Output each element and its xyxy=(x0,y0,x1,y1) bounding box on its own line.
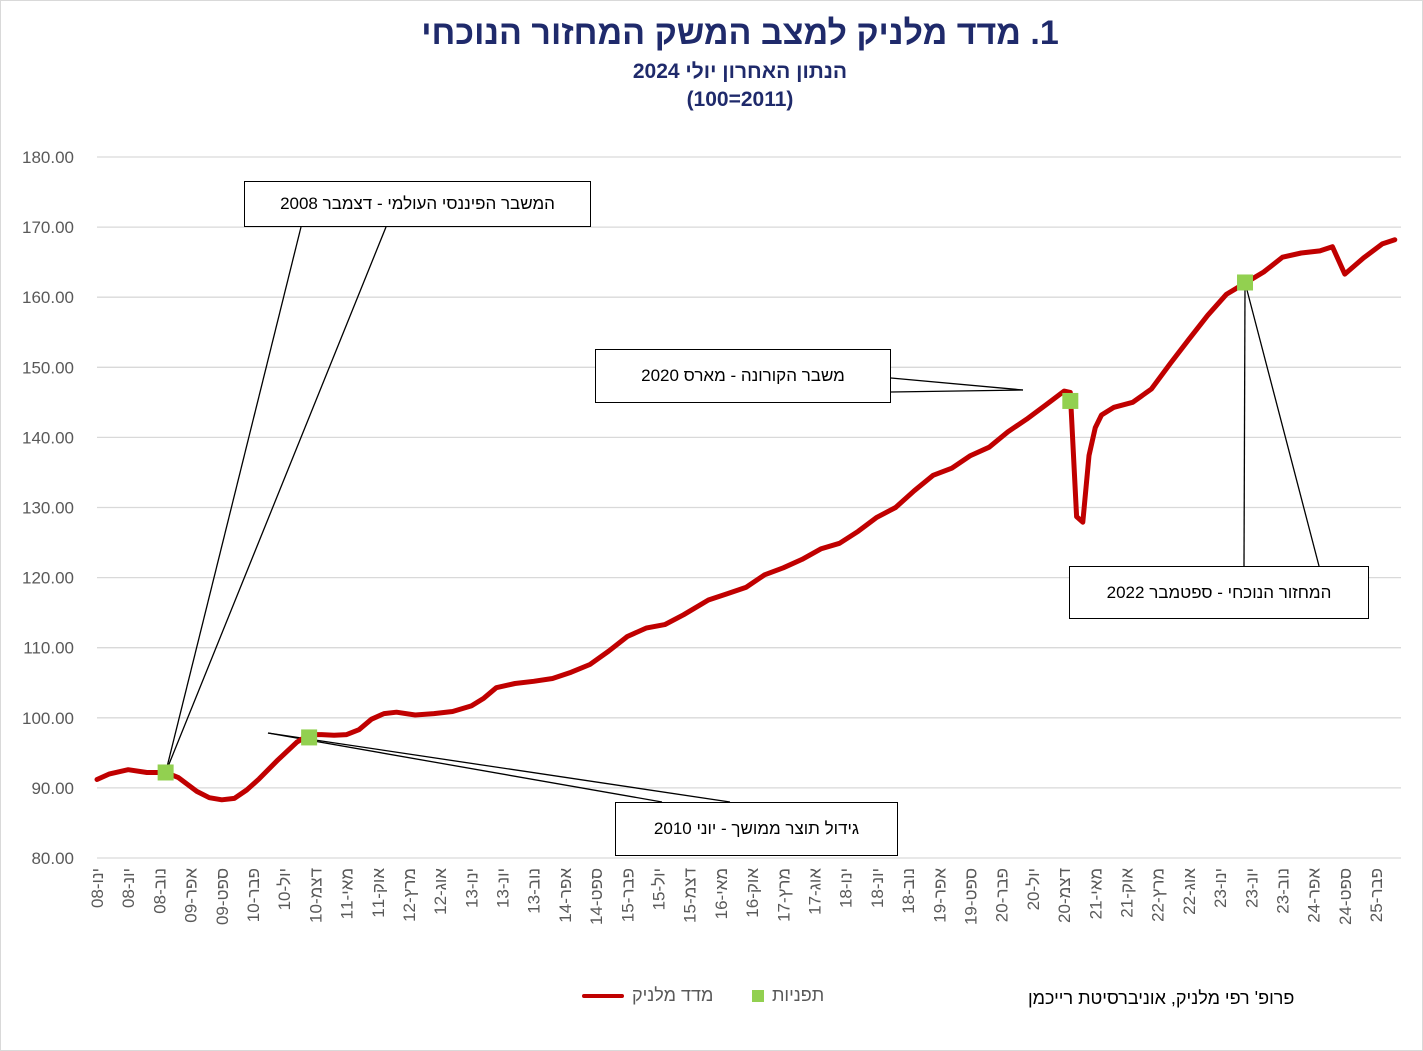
annotation-corona-crisis: משבר הקורונה - מארס 2020 xyxy=(595,349,891,403)
annotation-leader-line xyxy=(165,226,302,773)
x-tick-label: אפר-24 xyxy=(1305,868,1324,923)
gridlines xyxy=(97,156,1401,859)
x-tick-label: ספט-14 xyxy=(587,868,606,925)
legend-label-turning-points: תפניות xyxy=(772,985,825,1005)
y-tick-label: 180.00 xyxy=(22,148,74,167)
y-tick-label: 120.00 xyxy=(22,569,74,588)
annotation-leaders xyxy=(165,226,1320,803)
x-tick-label: פבר-15 xyxy=(618,868,637,922)
x-tick-label: נוב-13 xyxy=(525,868,544,914)
legend-item-turning-points: תפניות xyxy=(752,985,824,1006)
x-tick-label: אפר-09 xyxy=(182,868,201,923)
author-credit: פרופ' רפי מלניק, אוניברסיטת רייכמן xyxy=(1028,988,1295,1008)
annotation-leader-line xyxy=(1244,282,1320,567)
x-axis-ticks: ינו-08 יונ-08 נוב-08 אפר-09 ספט-09 פבר-10 יול-… xyxy=(88,868,1386,925)
x-tick-label: דצמ-15 xyxy=(681,868,700,923)
x-tick-label: דצמ-20 xyxy=(1055,868,1074,923)
x-tick-label: מרץ-22 xyxy=(1149,868,1168,922)
y-tick-label: 110.00 xyxy=(23,639,74,658)
x-tick-label: יול-15 xyxy=(650,868,669,910)
annotation-output-growth: גידול תוצר ממושך - יוני 2010 xyxy=(615,802,898,856)
annotation-leader-line xyxy=(890,377,1024,391)
y-tick-label: 80.00 xyxy=(31,849,74,868)
x-tick-label: ספט-09 xyxy=(213,868,232,925)
x-tick-label: פבר-25 xyxy=(1367,868,1386,922)
legend-label-melnick-index: מדד מלניק xyxy=(632,985,714,1005)
x-tick-label: אוג-12 xyxy=(431,868,450,915)
x-tick-label: ינו-18 xyxy=(837,868,856,908)
legend-item-melnick-index: מדד מלניק xyxy=(582,985,713,1006)
annotation-financial-crisis: המשבר הפיננסי העולמי - דצמבר 2008 xyxy=(244,181,591,227)
annotation-current-cycle: המחזור הנוכחי - ספטמבר 2022 xyxy=(1069,566,1369,619)
annotation-leader-line xyxy=(165,226,387,773)
x-tick-label: יול-20 xyxy=(1024,868,1043,910)
x-tick-label: יונ-13 xyxy=(494,868,513,908)
legend-line-swatch xyxy=(582,993,624,998)
y-tick-label: 140.00 xyxy=(22,428,74,447)
x-tick-label: ינו-08 xyxy=(88,868,107,908)
x-tick-label: פבר-20 xyxy=(993,868,1012,922)
x-tick-label: אוג-17 xyxy=(806,868,825,915)
x-tick-label: יונ-08 xyxy=(119,868,138,908)
chart-subtitle-base-year: (100=2011) xyxy=(686,88,794,111)
turning-point-marker xyxy=(301,729,318,746)
x-tick-label: מאי-16 xyxy=(712,868,731,919)
y-tick-label: 130.00 xyxy=(22,499,74,518)
annotation-leader-line xyxy=(890,389,1024,393)
x-tick-label: ינו-13 xyxy=(462,868,481,908)
legend-square-swatch xyxy=(752,989,764,1002)
x-tick-label: פבר-10 xyxy=(244,868,263,922)
x-tick-label: יונ-18 xyxy=(868,868,887,908)
x-tick-label: דצמ-10 xyxy=(306,868,325,923)
turning-point-marker xyxy=(1237,274,1254,291)
x-tick-label: אפר-14 xyxy=(556,868,575,923)
x-tick-label: נוב-23 xyxy=(1273,868,1292,914)
x-tick-label: מרץ-12 xyxy=(400,868,419,922)
annotation-leader-line xyxy=(1243,282,1246,567)
turning-point-marker xyxy=(1062,392,1079,409)
annotation-leader-line xyxy=(267,732,731,803)
x-tick-label: יונ-23 xyxy=(1242,868,1261,908)
turning-point-markers xyxy=(157,274,1254,781)
series-layer xyxy=(94,237,1398,803)
turning-point-marker xyxy=(157,764,174,781)
x-tick-label: מאי-21 xyxy=(1086,868,1105,919)
x-tick-label: נוב-18 xyxy=(899,868,918,914)
series-line-melnick-index xyxy=(94,237,1398,803)
x-tick-label: אפר-19 xyxy=(930,868,949,923)
y-tick-label: 160.00 xyxy=(22,288,74,307)
x-tick-label: ספט-19 xyxy=(961,868,980,925)
y-axis-ticks: 80.00 90.00 100.00 110.00 120.00 130.00 140.00… xyxy=(22,148,74,868)
x-tick-label: אוג-22 xyxy=(1180,868,1199,915)
x-tick-label: אוק-16 xyxy=(743,868,762,918)
x-tick-label: אוק-11 xyxy=(369,868,388,918)
y-tick-label: 150.00 xyxy=(22,358,74,377)
x-tick-label: ינו-23 xyxy=(1211,868,1230,908)
y-tick-label: 100.00 xyxy=(22,709,74,728)
chart-title: 1. מדד מלניק למצב המשק המחזור הנוכחי xyxy=(421,14,1059,52)
x-tick-label: מרץ-17 xyxy=(774,868,793,922)
x-tick-label: נוב-08 xyxy=(150,868,169,914)
y-tick-label: 90.00 xyxy=(31,779,74,798)
chart-subtitle-last-data: הנתון האחרון יולי 2024 xyxy=(632,60,848,83)
x-tick-label: ספט-24 xyxy=(1336,868,1355,925)
annotation-leader-line xyxy=(267,732,663,803)
x-tick-label: אוק-21 xyxy=(1117,868,1136,918)
x-tick-label: יול-10 xyxy=(275,868,294,910)
x-tick-label: מאי-11 xyxy=(338,868,357,919)
y-tick-label: 170.00 xyxy=(22,218,74,237)
